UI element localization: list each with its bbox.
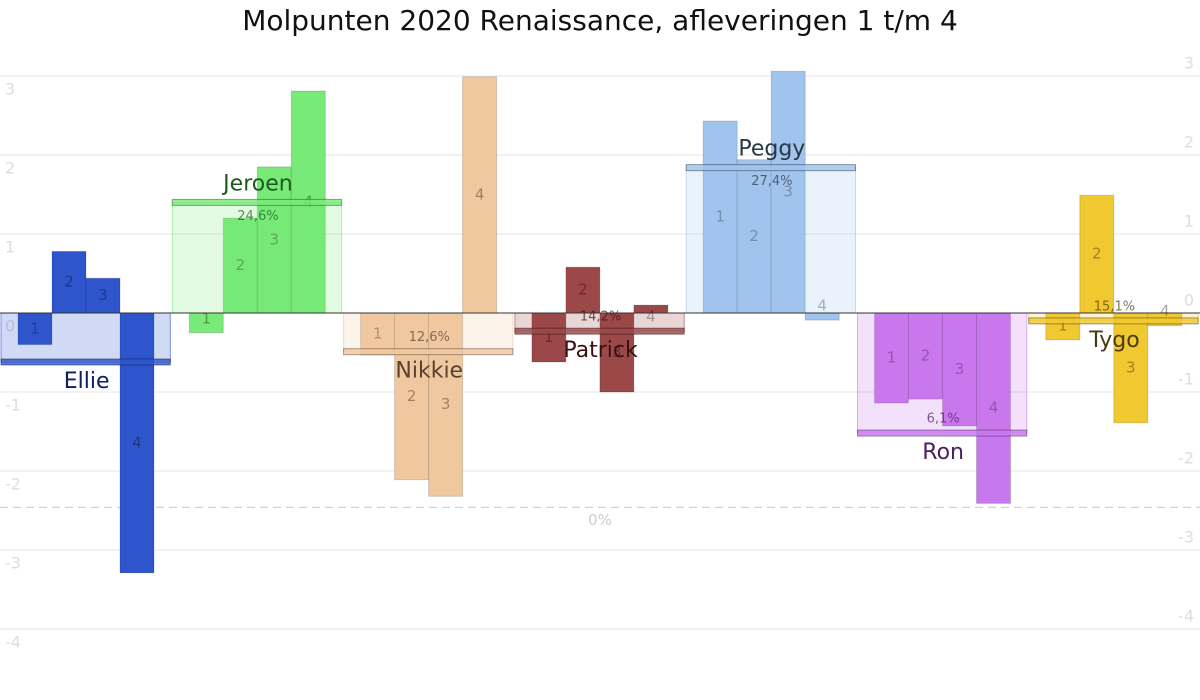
value-label: 6,1%	[927, 412, 960, 427]
average-line	[685, 164, 857, 172]
series-name: Ellie	[64, 369, 110, 394]
value-label: 12,6%	[409, 330, 450, 345]
average-line	[343, 348, 514, 356]
episode-label: 4	[817, 297, 827, 315]
bar	[462, 76, 498, 314]
value-label: 15,1%	[1094, 299, 1135, 314]
episode-label: 3	[270, 230, 280, 248]
average-line	[1028, 317, 1199, 325]
series-name: Tygo	[1088, 328, 1139, 353]
y2-tick-label: -3	[1178, 528, 1194, 547]
episode-label: 4	[475, 185, 485, 203]
bar	[428, 312, 464, 497]
bar	[51, 250, 87, 314]
episode-label: 4	[1160, 302, 1170, 320]
episode-label: 1	[715, 208, 725, 226]
y2-tick-label: -1	[1178, 370, 1194, 389]
y-tick-label: -4	[5, 633, 21, 652]
bar	[736, 159, 772, 314]
y2-tick-label: -4	[1178, 607, 1194, 626]
average-line	[0, 358, 171, 366]
bar	[976, 312, 1011, 504]
y2-tick-label: -2	[1178, 449, 1194, 468]
y2-tick-label: 0	[1184, 291, 1194, 310]
episode-label: 4	[132, 433, 142, 451]
episode-label: 1	[544, 328, 554, 346]
bar	[770, 70, 806, 314]
series-name: Jeroen	[221, 171, 293, 196]
episode-label: 2	[407, 387, 417, 405]
y-tick-label: -1	[5, 396, 21, 415]
average-box	[685, 167, 857, 314]
episode-label: 3	[441, 395, 451, 413]
y2-tick-label: 3	[1184, 54, 1194, 73]
episode-label: 3	[612, 343, 622, 361]
episode-label: 2	[578, 281, 588, 299]
average-line	[514, 327, 685, 335]
y2-tick-label: 1	[1184, 212, 1194, 231]
average-box	[171, 201, 343, 314]
bar	[599, 312, 635, 393]
episode-label: 3	[1126, 358, 1136, 376]
episode-label: 1	[887, 349, 897, 367]
y2-tick-label: 2	[1184, 133, 1194, 152]
series-name: Patrick	[563, 338, 638, 363]
episode-label: 3	[955, 360, 965, 378]
bar	[85, 277, 121, 314]
episode-label: 2	[64, 273, 74, 291]
series-name: Ron	[922, 440, 964, 465]
bar	[531, 312, 567, 363]
y-tick-label: -3	[5, 554, 21, 573]
episode-label: 2	[749, 227, 759, 245]
series-name: Nikkie	[395, 359, 463, 384]
bar	[394, 312, 430, 481]
bar	[942, 312, 977, 427]
y-tick-label: 1	[5, 238, 15, 257]
value-label: 24,6%	[237, 209, 278, 224]
average-box	[857, 312, 1028, 434]
bar	[702, 120, 738, 314]
average-line	[857, 429, 1028, 437]
y-tick-label: 0	[5, 317, 15, 336]
episode-label: 1	[373, 324, 383, 342]
value-label: 27,4%	[751, 174, 792, 189]
y-tick-label: -2	[5, 475, 21, 494]
episode-label: 4	[646, 308, 656, 326]
series-name: Peggy	[738, 137, 805, 162]
value-label: 14,2%	[580, 310, 621, 325]
annotation: 0%	[588, 511, 612, 529]
episode-label: 2	[1092, 245, 1102, 263]
y-tick-label: 3	[5, 80, 15, 99]
episode-label: 3	[98, 286, 108, 304]
average-line	[171, 198, 343, 206]
bar	[1079, 194, 1115, 314]
average-box	[0, 312, 171, 363]
episode-label: 2	[236, 256, 246, 274]
episode-label: 2	[921, 347, 931, 365]
episode-label: 3	[783, 183, 793, 201]
episode-label: 1	[30, 319, 40, 337]
y-tick-label: 2	[5, 159, 15, 178]
episode-label: 1	[1058, 316, 1068, 334]
episode-label: 4	[989, 399, 999, 417]
chart-title: Molpunten 2020 Renaissance, afleveringen…	[242, 4, 958, 37]
episode-label: 1	[202, 309, 212, 327]
